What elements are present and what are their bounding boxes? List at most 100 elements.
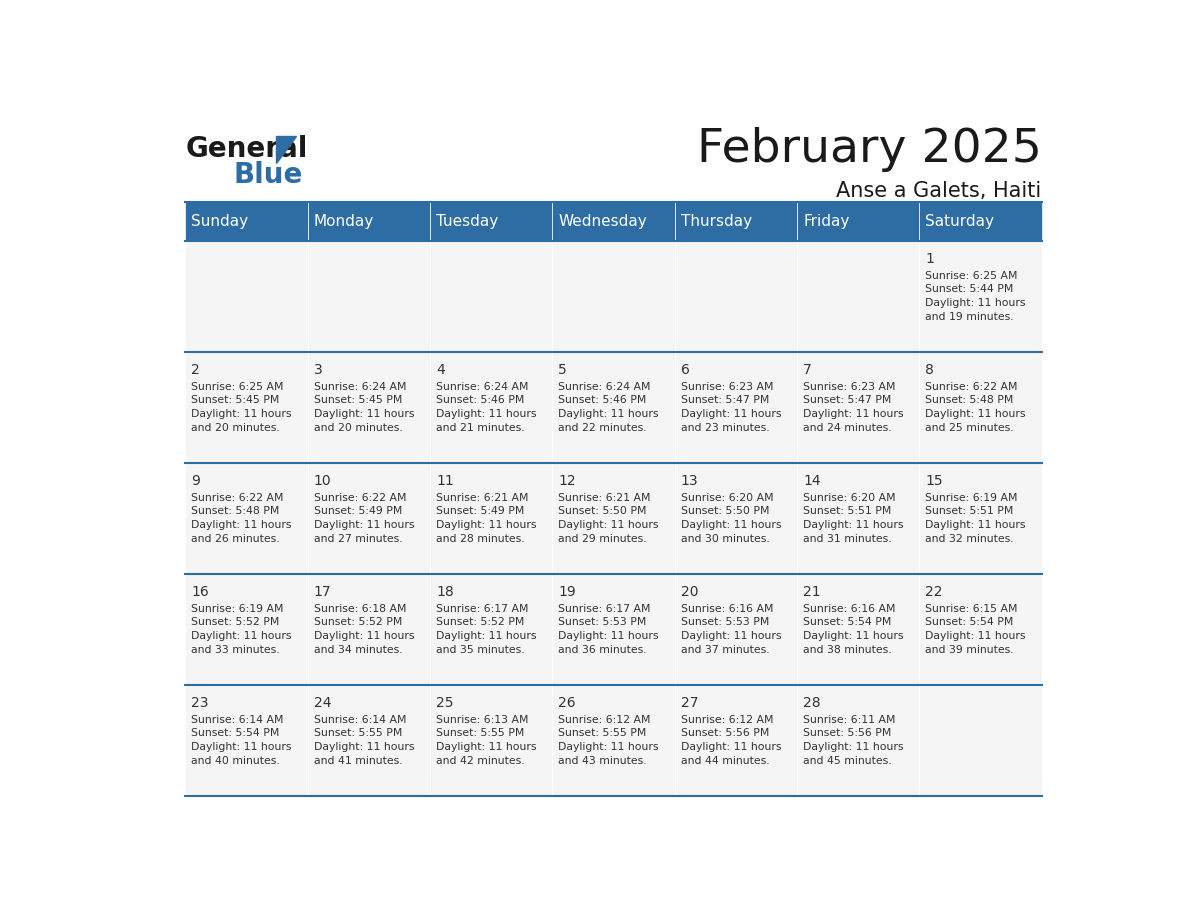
Bar	[430, 574, 552, 685]
Text: Sunrise: 6:14 AM
Sunset: 5:54 PM
Daylight: 11 hours
and 40 minutes.: Sunrise: 6:14 AM Sunset: 5:54 PM Dayligh…	[191, 715, 292, 766]
Text: 11: 11	[436, 474, 454, 488]
Text: 18: 18	[436, 585, 454, 599]
Bar	[552, 463, 675, 574]
Bar	[430, 202, 552, 241]
Text: 3: 3	[314, 363, 322, 377]
Bar	[797, 685, 920, 796]
Text: Sunday: Sunday	[191, 214, 248, 229]
Text: Sunrise: 6:21 AM
Sunset: 5:49 PM
Daylight: 11 hours
and 28 minutes.: Sunrise: 6:21 AM Sunset: 5:49 PM Dayligh…	[436, 493, 537, 543]
Text: Sunrise: 6:23 AM
Sunset: 5:47 PM
Daylight: 11 hours
and 24 minutes.: Sunrise: 6:23 AM Sunset: 5:47 PM Dayligh…	[803, 382, 904, 432]
Text: 2: 2	[191, 363, 201, 377]
Text: Sunrise: 6:25 AM
Sunset: 5:45 PM
Daylight: 11 hours
and 20 minutes.: Sunrise: 6:25 AM Sunset: 5:45 PM Dayligh…	[191, 382, 292, 432]
Text: 28: 28	[803, 696, 821, 710]
Bar	[920, 202, 1042, 241]
Bar	[920, 685, 1042, 796]
Bar	[552, 685, 675, 796]
Text: 7: 7	[803, 363, 811, 377]
Text: Sunrise: 6:11 AM
Sunset: 5:56 PM
Daylight: 11 hours
and 45 minutes.: Sunrise: 6:11 AM Sunset: 5:56 PM Dayligh…	[803, 715, 904, 766]
Text: 19: 19	[558, 585, 576, 599]
Bar	[675, 685, 797, 796]
Bar	[552, 241, 675, 352]
Text: 25: 25	[436, 696, 454, 710]
Text: Sunrise: 6:16 AM
Sunset: 5:54 PM
Daylight: 11 hours
and 38 minutes.: Sunrise: 6:16 AM Sunset: 5:54 PM Dayligh…	[803, 604, 904, 655]
Text: Sunrise: 6:24 AM
Sunset: 5:46 PM
Daylight: 11 hours
and 22 minutes.: Sunrise: 6:24 AM Sunset: 5:46 PM Dayligh…	[558, 382, 659, 432]
Bar	[430, 685, 552, 796]
Bar	[797, 463, 920, 574]
Text: 21: 21	[803, 585, 821, 599]
Bar	[430, 352, 552, 463]
Text: Sunrise: 6:18 AM
Sunset: 5:52 PM
Daylight: 11 hours
and 34 minutes.: Sunrise: 6:18 AM Sunset: 5:52 PM Dayligh…	[314, 604, 415, 655]
Bar	[430, 463, 552, 574]
Bar	[185, 463, 308, 574]
Text: Sunrise: 6:12 AM
Sunset: 5:56 PM
Daylight: 11 hours
and 44 minutes.: Sunrise: 6:12 AM Sunset: 5:56 PM Dayligh…	[681, 715, 782, 766]
Bar	[920, 463, 1042, 574]
Bar	[185, 202, 308, 241]
Bar	[185, 352, 308, 463]
Bar	[185, 241, 308, 352]
Text: 26: 26	[558, 696, 576, 710]
Text: 17: 17	[314, 585, 331, 599]
Bar	[920, 241, 1042, 352]
Text: Sunrise: 6:19 AM
Sunset: 5:52 PM
Daylight: 11 hours
and 33 minutes.: Sunrise: 6:19 AM Sunset: 5:52 PM Dayligh…	[191, 604, 292, 655]
Bar	[797, 574, 920, 685]
Text: 16: 16	[191, 585, 209, 599]
Text: Tuesday: Tuesday	[436, 214, 498, 229]
Text: 22: 22	[925, 585, 943, 599]
Bar	[185, 574, 308, 685]
Bar	[675, 241, 797, 352]
Text: Sunrise: 6:12 AM
Sunset: 5:55 PM
Daylight: 11 hours
and 43 minutes.: Sunrise: 6:12 AM Sunset: 5:55 PM Dayligh…	[558, 715, 659, 766]
Text: 27: 27	[681, 696, 699, 710]
Bar	[308, 685, 430, 796]
Polygon shape	[276, 136, 296, 163]
Bar	[430, 241, 552, 352]
Text: Wednesday: Wednesday	[558, 214, 647, 229]
Text: Anse a Galets, Haiti: Anse a Galets, Haiti	[836, 182, 1042, 201]
Text: Sunrise: 6:22 AM
Sunset: 5:48 PM
Daylight: 11 hours
and 26 minutes.: Sunrise: 6:22 AM Sunset: 5:48 PM Dayligh…	[191, 493, 292, 543]
Text: 15: 15	[925, 474, 943, 488]
Bar	[920, 352, 1042, 463]
Bar	[308, 574, 430, 685]
Bar	[797, 352, 920, 463]
Bar	[308, 463, 430, 574]
Text: Sunrise: 6:15 AM
Sunset: 5:54 PM
Daylight: 11 hours
and 39 minutes.: Sunrise: 6:15 AM Sunset: 5:54 PM Dayligh…	[925, 604, 1026, 655]
Text: Sunrise: 6:16 AM
Sunset: 5:53 PM
Daylight: 11 hours
and 37 minutes.: Sunrise: 6:16 AM Sunset: 5:53 PM Dayligh…	[681, 604, 782, 655]
Text: Friday: Friday	[803, 214, 849, 229]
Text: 20: 20	[681, 585, 699, 599]
Text: Sunrise: 6:24 AM
Sunset: 5:46 PM
Daylight: 11 hours
and 21 minutes.: Sunrise: 6:24 AM Sunset: 5:46 PM Dayligh…	[436, 382, 537, 432]
Text: Sunrise: 6:24 AM
Sunset: 5:45 PM
Daylight: 11 hours
and 20 minutes.: Sunrise: 6:24 AM Sunset: 5:45 PM Dayligh…	[314, 382, 415, 432]
Bar	[797, 202, 920, 241]
Bar	[308, 241, 430, 352]
Text: Monday: Monday	[314, 214, 374, 229]
Text: Sunrise: 6:13 AM
Sunset: 5:55 PM
Daylight: 11 hours
and 42 minutes.: Sunrise: 6:13 AM Sunset: 5:55 PM Dayligh…	[436, 715, 537, 766]
Text: Thursday: Thursday	[681, 214, 752, 229]
Bar	[552, 202, 675, 241]
Bar	[552, 574, 675, 685]
Bar	[308, 352, 430, 463]
Text: Sunrise: 6:19 AM
Sunset: 5:51 PM
Daylight: 11 hours
and 32 minutes.: Sunrise: 6:19 AM Sunset: 5:51 PM Dayligh…	[925, 493, 1026, 543]
Text: 8: 8	[925, 363, 934, 377]
Text: February 2025: February 2025	[696, 127, 1042, 172]
Text: General: General	[185, 135, 308, 163]
Text: 9: 9	[191, 474, 201, 488]
Text: 12: 12	[558, 474, 576, 488]
Bar	[185, 685, 308, 796]
Text: 1: 1	[925, 252, 934, 266]
Text: Sunrise: 6:20 AM
Sunset: 5:51 PM
Daylight: 11 hours
and 31 minutes.: Sunrise: 6:20 AM Sunset: 5:51 PM Dayligh…	[803, 493, 904, 543]
Text: 4: 4	[436, 363, 444, 377]
Text: Sunrise: 6:17 AM
Sunset: 5:53 PM
Daylight: 11 hours
and 36 minutes.: Sunrise: 6:17 AM Sunset: 5:53 PM Dayligh…	[558, 604, 659, 655]
Bar	[675, 574, 797, 685]
Text: 6: 6	[681, 363, 689, 377]
Bar	[308, 202, 430, 241]
Bar	[675, 202, 797, 241]
Text: 5: 5	[558, 363, 567, 377]
Text: Sunrise: 6:23 AM
Sunset: 5:47 PM
Daylight: 11 hours
and 23 minutes.: Sunrise: 6:23 AM Sunset: 5:47 PM Dayligh…	[681, 382, 782, 432]
Text: 10: 10	[314, 474, 331, 488]
Text: Sunrise: 6:21 AM
Sunset: 5:50 PM
Daylight: 11 hours
and 29 minutes.: Sunrise: 6:21 AM Sunset: 5:50 PM Dayligh…	[558, 493, 659, 543]
Bar	[675, 463, 797, 574]
Text: Sunrise: 6:22 AM
Sunset: 5:48 PM
Daylight: 11 hours
and 25 minutes.: Sunrise: 6:22 AM Sunset: 5:48 PM Dayligh…	[925, 382, 1026, 432]
Bar	[675, 352, 797, 463]
Bar	[797, 241, 920, 352]
Text: Sunrise: 6:20 AM
Sunset: 5:50 PM
Daylight: 11 hours
and 30 minutes.: Sunrise: 6:20 AM Sunset: 5:50 PM Dayligh…	[681, 493, 782, 543]
Text: 13: 13	[681, 474, 699, 488]
Bar	[920, 574, 1042, 685]
